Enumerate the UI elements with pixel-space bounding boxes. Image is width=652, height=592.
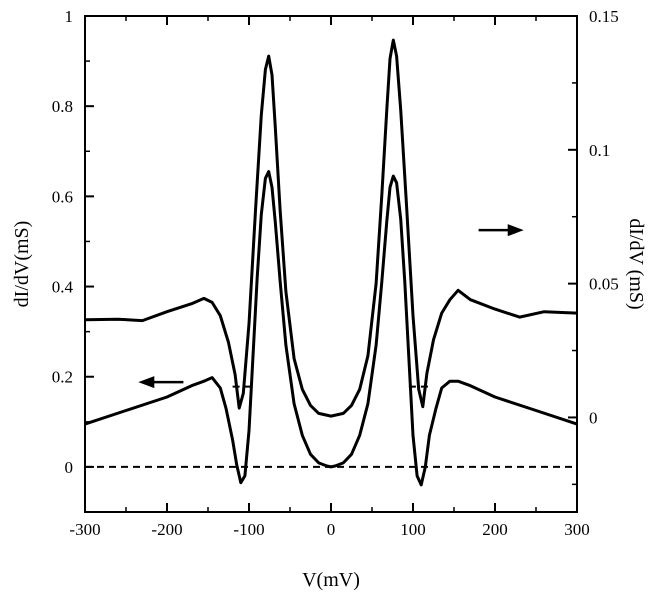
- x-tick-label: 0: [327, 520, 336, 539]
- x-tick-label: 100: [400, 520, 426, 539]
- x-tick-label: 200: [482, 520, 508, 539]
- y-left-tick-label: 0: [65, 458, 74, 477]
- y-right-tick-label: 0.15: [589, 7, 619, 26]
- annotations: [138, 224, 524, 389]
- y-left-tick-label: 1: [65, 7, 74, 26]
- arrow-right-head: [507, 224, 524, 237]
- y-left-tick-label: 0.6: [52, 187, 73, 206]
- plot-area: [84, 38, 578, 487]
- x-tick-label: -100: [233, 520, 264, 539]
- x-tick-label: 300: [564, 520, 590, 539]
- y-right-tick-label: 0.05: [589, 275, 619, 294]
- y-axis-left-title: dI/dV(mS): [11, 221, 33, 308]
- y-right-tick-label: 0.1: [589, 141, 610, 160]
- y-axis-left: 0 0.2 0.4 0.6 0.8 1: [52, 7, 94, 513]
- y-left-tick-label: 0.8: [52, 97, 73, 116]
- y-right-tick-label: 0: [589, 408, 598, 427]
- plot-frame: [84, 15, 578, 513]
- x-axis: -300 -200 -100 0 100 200 300: [69, 16, 590, 539]
- arrow-left-head: [138, 376, 155, 389]
- x-tick-label: -200: [151, 520, 182, 539]
- series-line-upper-right-axis: [84, 38, 578, 418]
- y-left-tick-label: 0.2: [52, 368, 73, 387]
- x-tick-label: -300: [69, 520, 100, 539]
- series-line-lower-left-axis: [84, 170, 578, 487]
- y-axis-right-title: dI/dV (mS): [625, 218, 647, 309]
- y-left-tick-label: 0.4: [52, 278, 74, 297]
- x-axis-title: V(mV): [302, 569, 360, 591]
- y-axis-right: 0 0.05 0.1 0.15: [568, 7, 619, 486]
